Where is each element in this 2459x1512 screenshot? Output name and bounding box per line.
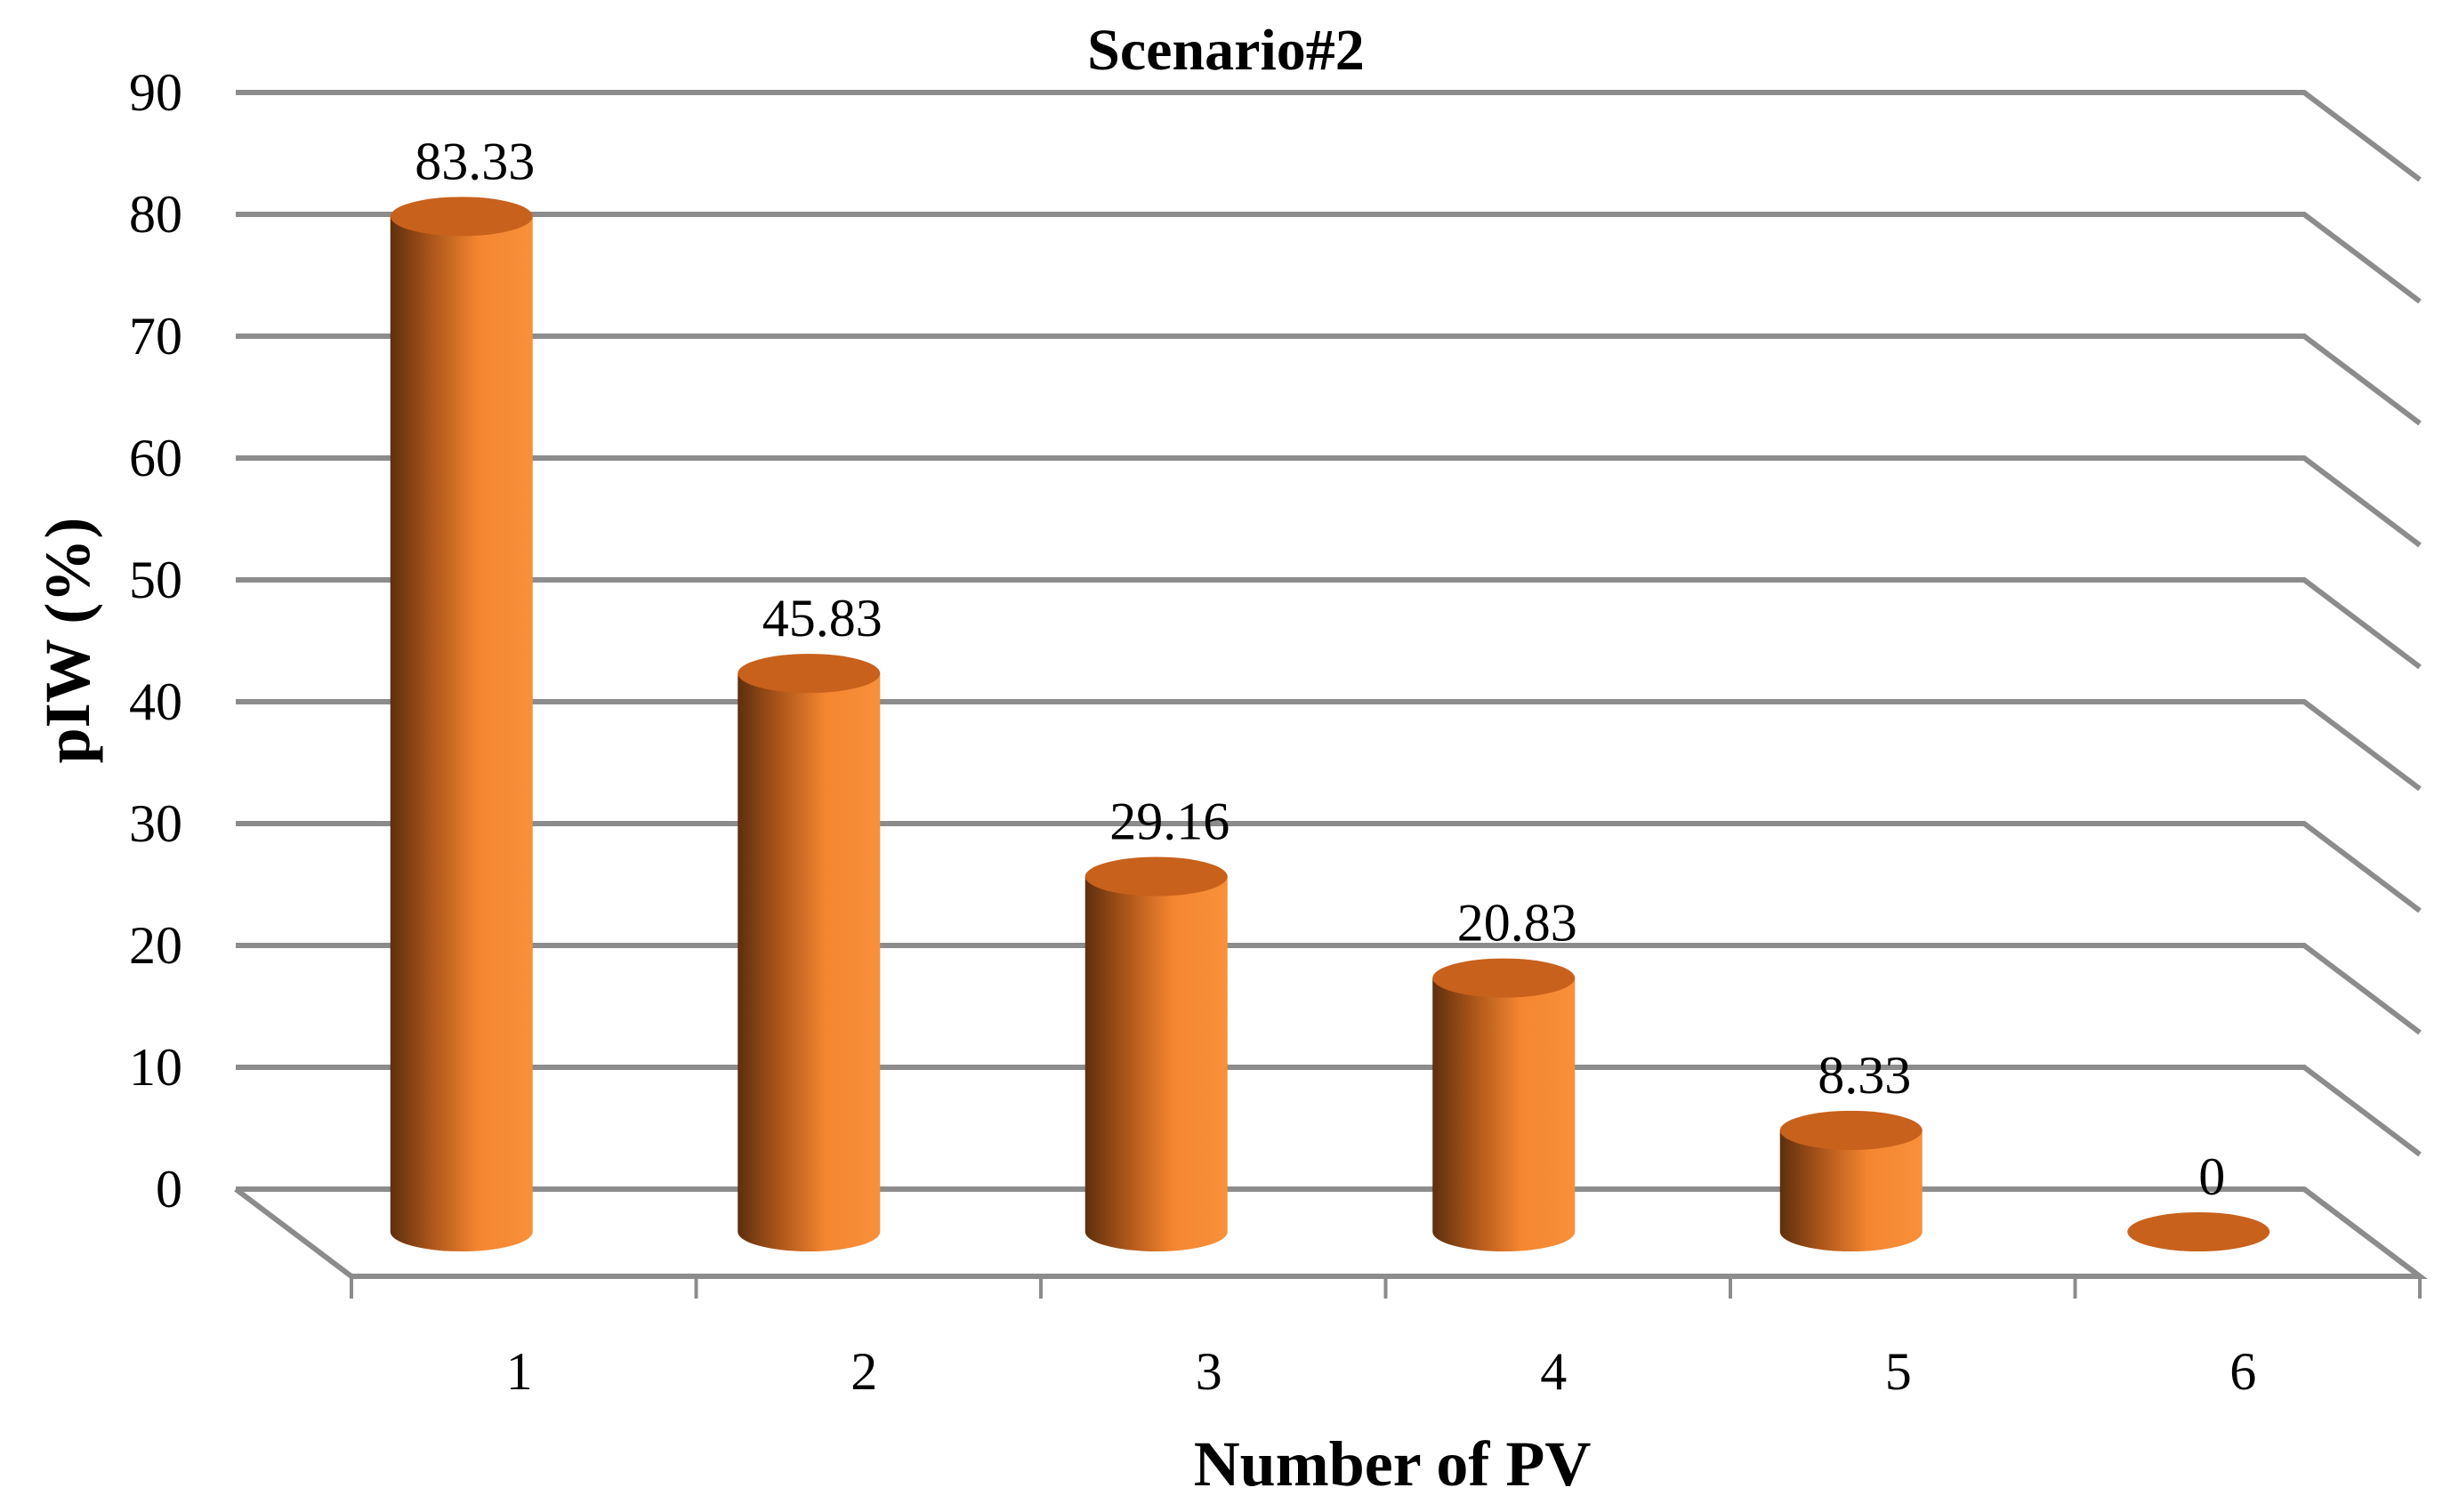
gridlines	[236, 90, 2422, 1279]
axes	[234, 1186, 2428, 1299]
gridline	[236, 577, 2422, 670]
bar-body	[1432, 977, 1576, 1251]
gridline	[236, 699, 2422, 792]
bar-top	[1779, 1110, 1923, 1150]
x-tick-label: 3	[1196, 1342, 1222, 1401]
x-tick-label: 6	[2229, 1342, 2256, 1401]
gridline	[236, 943, 2422, 1035]
x-tick-label: 4	[1540, 1342, 1567, 1401]
y-tick-label: 30	[129, 794, 182, 853]
x-tick-label: 2	[851, 1342, 877, 1401]
bar-body	[1779, 1130, 1923, 1251]
y-tick-label: 80	[129, 185, 182, 244]
bar-body	[1084, 876, 1228, 1251]
x-axis-title: Number of PV	[1194, 1428, 1592, 1500]
bar-top	[1084, 857, 1228, 897]
data-label: 83.33	[415, 132, 535, 190]
y-tick-label: 90	[129, 63, 182, 122]
data-label: 0	[2198, 1147, 2225, 1206]
y-tick-label: 0	[156, 1160, 182, 1218]
x-tick-label: 5	[1885, 1342, 1912, 1401]
bar-top	[1432, 958, 1576, 998]
bar	[738, 654, 881, 1251]
gridline	[236, 334, 2422, 426]
data-label: 45.83	[762, 589, 883, 647]
y-tick-label: 10	[129, 1038, 182, 1097]
y-tick-label: 50	[129, 551, 182, 609]
y-tick-label: 70	[129, 307, 182, 366]
bar-top	[738, 654, 881, 694]
bar	[2127, 1212, 2270, 1251]
bar-top	[2127, 1212, 2270, 1251]
y-tick-label: 60	[129, 429, 182, 487]
y-tick-label: 40	[129, 672, 182, 731]
gridline	[236, 90, 2422, 182]
bar-top	[390, 197, 533, 237]
y-axis-title: pIW (%)	[32, 518, 103, 764]
gridline	[236, 212, 2422, 304]
bar	[1084, 857, 1228, 1251]
gridline	[236, 1065, 2422, 1157]
data-label: 29.16	[1109, 792, 1230, 851]
y-tick-label: 20	[129, 916, 182, 975]
x-tick-label: 1	[506, 1342, 533, 1401]
bar-body	[738, 673, 881, 1251]
data-label: 20.83	[1457, 894, 1577, 953]
chart-title: Scenario#2	[1087, 18, 1365, 83]
bar-body	[390, 216, 533, 1251]
bar	[1779, 1110, 1923, 1251]
bar	[390, 197, 533, 1251]
gridline	[236, 1186, 2422, 1279]
floor	[234, 1186, 2428, 1279]
bars	[390, 197, 2270, 1251]
data-label: 8.33	[1818, 1046, 1911, 1105]
labels: 010203040506070809083.33145.83229.16320.…	[129, 63, 2256, 1401]
gridline	[236, 821, 2422, 913]
gridline	[236, 455, 2422, 548]
bar	[1432, 958, 1576, 1251]
